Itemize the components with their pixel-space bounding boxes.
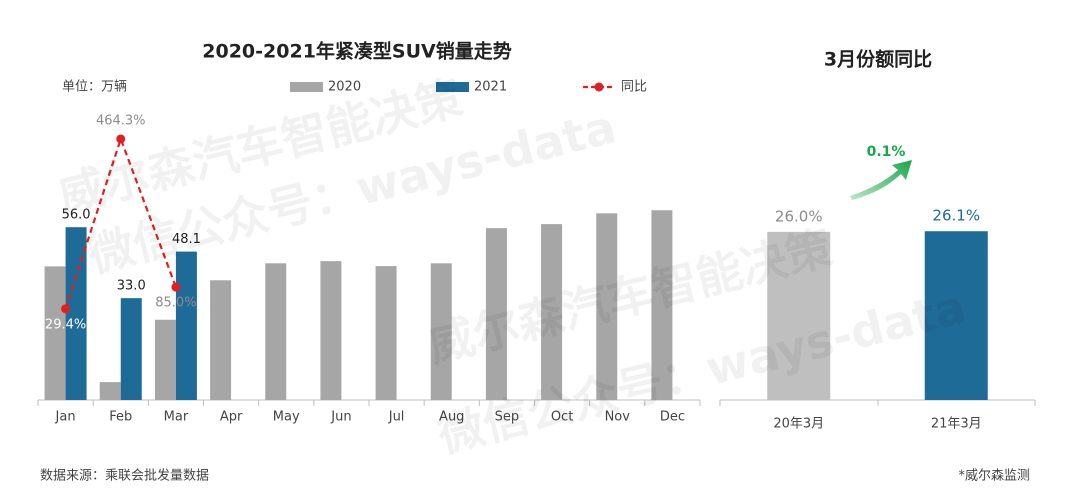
bar [120,298,142,400]
x-tick-label: Dec [660,410,685,425]
unit-label: 单位：万辆 [62,80,127,95]
x-tick-label: Aug [439,410,464,425]
line [64,135,177,310]
bar [767,231,831,400]
line-point [171,282,181,292]
data-label: 29.4% [45,317,86,332]
bar [430,263,452,400]
line-point [61,304,71,314]
data-label: 26.0% [775,207,823,225]
legend-swatch [436,82,469,92]
legend-label: 同比 [621,80,647,95]
x-tick-label: 20年3月 [773,417,824,432]
x-tick-label: Feb [109,410,132,425]
x-tick-label: Nov [605,410,631,425]
legend-label: 2021 [474,80,507,95]
legend-label: 2020 [328,80,361,95]
legend-swatch [290,82,323,92]
data-label: 48.1 [172,232,201,247]
footnote: *威尔森监测 [958,469,1030,484]
data-label: 56.0 [62,208,91,223]
x-tick-label: Apr [220,410,243,425]
source: 数据来源：乘联会批发量数据 [40,468,209,484]
bar [375,266,397,400]
bar [596,213,618,400]
arrow [850,160,912,200]
data-label: 33.0 [117,279,146,294]
x-tick-label: May [273,410,300,425]
x-tick-label: Jan [55,410,76,425]
x-tick-label: Jul [388,410,405,425]
bar [541,224,563,400]
bar [924,231,988,400]
bar [265,263,287,400]
x-tick-label: Jun [330,410,351,425]
bar [65,227,87,400]
data-label: 464.3% [96,113,146,128]
data-label: 26.1% [932,207,980,225]
bar [44,266,66,400]
legend-swatch [594,82,604,92]
bar [99,382,121,400]
bar [154,319,176,400]
data-label: 85.0% [155,296,196,311]
bar [651,210,673,400]
x-tick-label: Mar [164,410,189,425]
chart-title: 2020-2021年紧凑型SUV销量走势 [202,40,511,63]
bar [175,251,197,400]
x-tick-label: 21年3月 [931,417,982,432]
line-point [116,134,126,144]
annotation: 0.1% [867,144,906,160]
bar [210,280,232,400]
x-tick-label: Oct [551,410,573,425]
chart-title: 3月份额同比 [824,48,932,71]
x-tick-label: Sep [495,410,520,425]
bar [485,228,507,400]
bar [320,261,342,400]
